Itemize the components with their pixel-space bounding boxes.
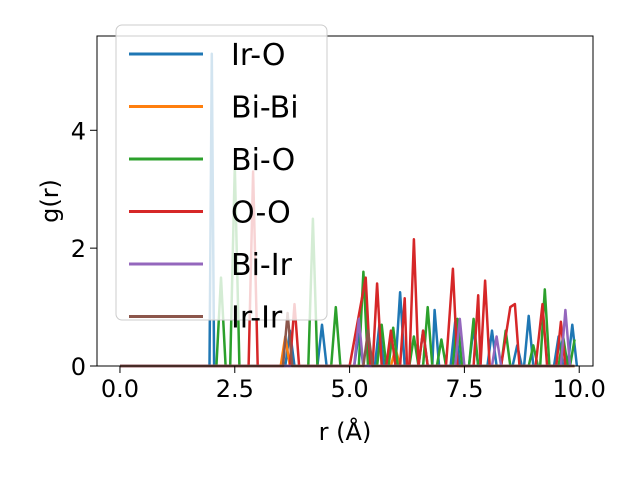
y-tick-label: 2 [71, 235, 86, 263]
legend: Ir-O Bi-Bi Bi-O O-O Bi-Ir Ir-Ir [115, 24, 328, 336]
y-axis-label: g(r) [36, 179, 64, 223]
legend-label: Bi-O [231, 143, 295, 178]
x-tick-label: 0.0 [101, 375, 139, 403]
legend-label: Bi-Ir [231, 248, 293, 283]
series-line-ir-o [120, 52, 579, 368]
y-tick-label: 4 [71, 117, 86, 145]
x-ticks: 0.0 2.5 5.0 7.5 10.0 [101, 366, 606, 403]
legend-label: Ir-Ir [231, 301, 283, 336]
x-tick-label: 2.5 [216, 375, 254, 403]
x-axis-label: r (Å) [319, 417, 372, 446]
axes-frame [96, 35, 594, 367]
x-tick-label: 7.5 [445, 375, 483, 403]
y-ticks: 0 2 4 [71, 117, 97, 381]
legend-box [115, 24, 328, 321]
legend-label: Ir-O [231, 38, 286, 73]
legend-label: O-O [231, 196, 291, 231]
legend-label: Bi-Bi [231, 91, 299, 126]
x-tick-label: 10.0 [553, 375, 606, 403]
x-tick-label: 5.0 [331, 375, 369, 403]
y-tick-label: 0 [71, 353, 86, 381]
